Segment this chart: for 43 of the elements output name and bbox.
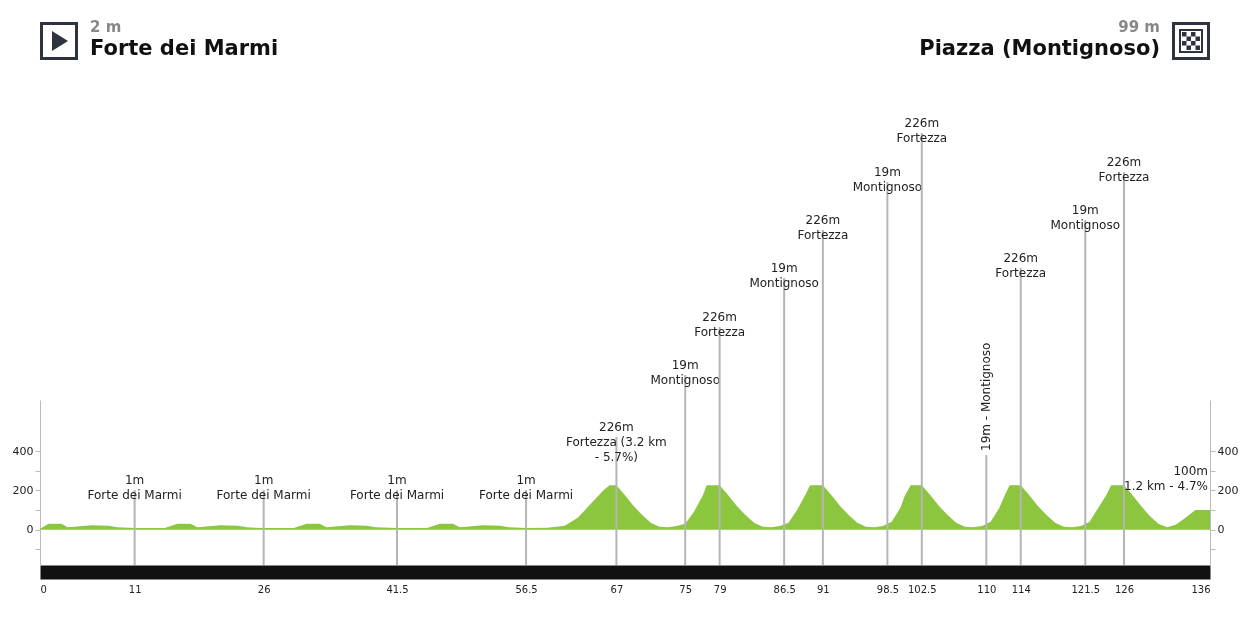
x-tick-label: 114 [1011, 583, 1031, 595]
ref-line-label: 1m Forte dei Marmi [478, 473, 574, 502]
ref-line-label: 226m Fortezza [896, 116, 948, 145]
ref-line-label: 19m Montignoso [1050, 203, 1121, 232]
x-tick-label: 79 [713, 583, 727, 595]
y-tick-label: 0 [26, 523, 34, 537]
ref-line-label: 1m Forte dei Marmi [349, 473, 445, 502]
ref-line-label: 19m Montignoso [852, 165, 923, 194]
text: 2 m [90, 18, 122, 36]
x-tick-label: 41.5 [386, 583, 409, 595]
ref-line-label: 19m - Montignoso [979, 342, 994, 451]
ref-line-label: 226m Fortezza [797, 213, 849, 242]
y-tick-label: 400 [12, 444, 34, 458]
y-tick-label: 200 [12, 483, 34, 497]
x-tick-label: 86.5 [773, 583, 796, 595]
y2-tick-label: 400 [1217, 444, 1239, 458]
y2-tick-label: 0 [1217, 523, 1225, 537]
ref-line-label: 1m Forte dei Marmi [216, 473, 311, 502]
text: Forte dei Marmi [90, 36, 279, 60]
x-tick-label: 121.5 [1071, 583, 1101, 595]
ref-line-label: 19m Montignoso [650, 358, 720, 387]
x-tick-label: 102.5 [907, 583, 937, 595]
x-tick-label: 11 [128, 583, 142, 595]
ref-line-label: 19m Montignoso [749, 261, 819, 290]
x-tick-label: 126 [1114, 583, 1135, 595]
ref-line-label: 226m Fortezza [995, 251, 1047, 280]
ref-line-label: 226m Fortezza (3.2 km - 5.7%) [565, 420, 667, 464]
text: Piazza (Montignoso) [919, 36, 1160, 60]
x-tick-label: 110 [977, 583, 997, 595]
x-tick-label: 56.5 [515, 583, 538, 595]
x-tick-label: 75 [679, 583, 693, 595]
annotation: 100m 1.2 km - 4.7% [1124, 464, 1208, 493]
x-tick-label: 136 [1191, 583, 1211, 595]
ref-line-label: 226m Fortezza [694, 310, 746, 339]
x-tick-label: 0 [40, 583, 47, 595]
text: 99 m [1118, 18, 1160, 36]
x-tick-label: 91 [817, 583, 830, 595]
x-tick-label: 26 [257, 583, 271, 595]
x-tick-label: 98.5 [876, 583, 900, 595]
x-tick-label: 67 [610, 583, 624, 595]
ref-line-label: 1m Forte dei Marmi [87, 473, 182, 502]
ref-line-label: 226m Fortezza [1098, 155, 1150, 184]
y2-tick-label: 200 [1217, 483, 1239, 497]
